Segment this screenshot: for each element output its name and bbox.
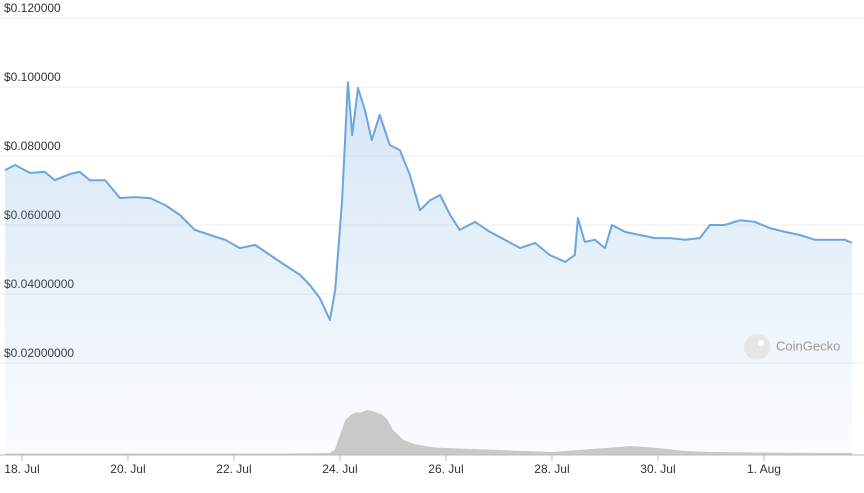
watermark-text: CoinGecko [776, 338, 840, 353]
x-tick-label: 24. Jul [322, 462, 357, 476]
y-tick-label: $0.080000 [4, 139, 61, 153]
x-tick-label: 20. Jul [110, 462, 145, 476]
watermark-logo-eye [758, 340, 764, 346]
price-area [5, 82, 852, 455]
y-tick-label: $0.120000 [4, 1, 61, 15]
x-tick-label: 28. Jul [534, 462, 569, 476]
x-tick-label: 1. Aug [747, 462, 781, 476]
x-tick-label: 22. Jul [216, 462, 251, 476]
watermark-logo [744, 334, 770, 360]
x-tick-label: 18. Jul [4, 462, 39, 476]
watermark: CoinGecko [744, 334, 840, 360]
y-tick-label: $0.100000 [4, 70, 61, 84]
price-line [4, 81, 853, 321]
x-tick-label: 30. Jul [640, 462, 675, 476]
x-tick-label: 26. Jul [428, 462, 463, 476]
